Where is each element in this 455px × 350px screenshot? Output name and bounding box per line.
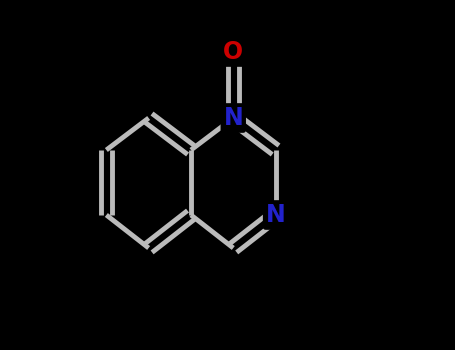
Text: N: N [223, 106, 243, 130]
Text: N: N [266, 203, 285, 227]
Text: O: O [223, 40, 243, 64]
